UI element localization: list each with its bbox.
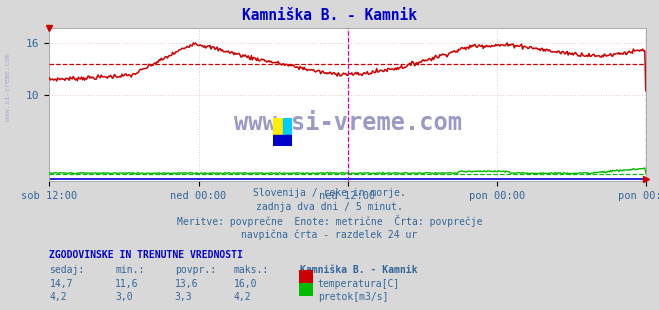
Text: 13,6: 13,6 [175, 279, 198, 289]
Text: 16,0: 16,0 [234, 279, 258, 289]
Text: 3,0: 3,0 [115, 292, 133, 302]
Text: sedaj:: sedaj: [49, 265, 84, 275]
Text: 4,2: 4,2 [49, 292, 67, 302]
Text: temperatura[C]: temperatura[C] [318, 279, 400, 289]
Text: Kamniška B. - Kamnik: Kamniška B. - Kamnik [242, 8, 417, 23]
Text: ZGODOVINSKE IN TRENUTNE VREDNOSTI: ZGODOVINSKE IN TRENUTNE VREDNOSTI [49, 250, 243, 259]
Text: 14,7: 14,7 [49, 279, 73, 289]
Text: Slovenija / reke in morje.: Slovenija / reke in morje. [253, 188, 406, 197]
Text: navpična črta - razdelek 24 ur: navpična črta - razdelek 24 ur [241, 229, 418, 240]
Text: pretok[m3/s]: pretok[m3/s] [318, 292, 388, 302]
Text: 3,3: 3,3 [175, 292, 192, 302]
Text: www.si-vreme.com: www.si-vreme.com [5, 53, 11, 121]
Bar [283, 118, 292, 146]
Text: maks.:: maks.: [234, 265, 269, 275]
Text: 11,6: 11,6 [115, 279, 139, 289]
Text: www.si-vreme.com: www.si-vreme.com [234, 111, 461, 135]
Text: min.:: min.: [115, 265, 145, 275]
Text: Kamniška B. - Kamnik: Kamniška B. - Kamnik [300, 265, 417, 275]
Text: 4,2: 4,2 [234, 292, 252, 302]
Bar [273, 118, 283, 146]
Text: Meritve: povprečne  Enote: metrične  Črta: povprečje: Meritve: povprečne Enote: metrične Črta:… [177, 215, 482, 228]
Bar [273, 135, 292, 146]
Text: povpr.:: povpr.: [175, 265, 215, 275]
Text: zadnja dva dni / 5 minut.: zadnja dva dni / 5 minut. [256, 202, 403, 211]
